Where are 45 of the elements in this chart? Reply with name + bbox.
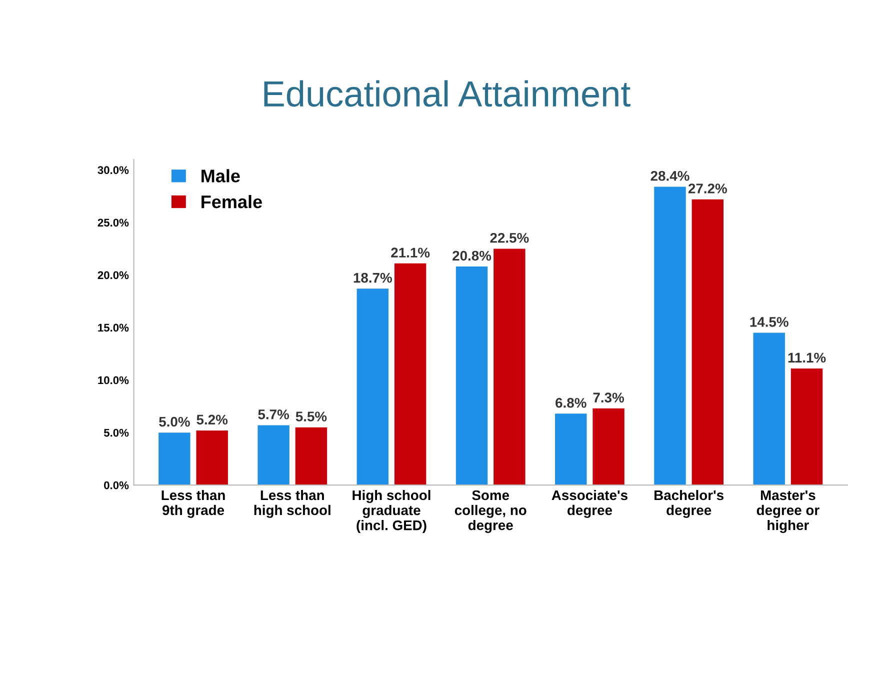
- bar: [555, 414, 587, 486]
- data-label: 21.1%: [391, 248, 430, 258]
- chart-title: Educational Attainment: [264, 80, 630, 107]
- x-tick-label: Associate's degree: [552, 490, 628, 518]
- data-label: 22.5%: [490, 232, 529, 243]
- bar: [356, 288, 389, 486]
- bar: [692, 199, 724, 486]
- y-tick-label: 30.0%: [98, 166, 129, 174]
- bar: [592, 408, 624, 486]
- bar: [258, 425, 290, 486]
- y-tick-label: 5.0%: [104, 428, 129, 437]
- y-tick-label: 25.0%: [98, 218, 129, 227]
- data-label: 6.8%: [556, 398, 586, 408]
- bar: [790, 368, 823, 486]
- data-label: 5.2%: [196, 414, 228, 425]
- legend-label: Male: [202, 169, 240, 182]
- y-tick-label: 0.0%: [104, 481, 129, 490]
- bar: [158, 432, 190, 486]
- data-label: 5.7%: [258, 410, 290, 420]
- bar: [494, 248, 526, 486]
- x-tick-label: High school graduate (incl. GED): [352, 490, 430, 533]
- x-tick-label: Less than high school: [254, 490, 330, 518]
- data-label: 14.5%: [750, 317, 788, 327]
- x-tick-label: Less than 9th grade: [162, 490, 225, 518]
- data-label: 5.0%: [159, 416, 190, 427]
- data-label: 20.8%: [452, 250, 492, 261]
- data-label: 11.1%: [788, 352, 826, 363]
- data-label: 7.3%: [593, 392, 624, 403]
- data-label: 18.7%: [354, 272, 392, 283]
- x-tick-label: Some college, no degree: [454, 490, 526, 533]
- y-tick-label: 20.0%: [98, 271, 129, 280]
- y-tick-label: 10.0%: [98, 376, 129, 384]
- bar: [295, 427, 328, 486]
- data-label: 27.2%: [688, 184, 727, 194]
- y-tick-label: 15.0%: [98, 324, 129, 332]
- data-label: 28.4%: [650, 170, 690, 181]
- data-label: 5.5%: [296, 412, 327, 422]
- bar: [654, 186, 686, 486]
- x-tick-label: Master's degree or higher: [756, 490, 820, 533]
- legend-label: Female: [202, 194, 262, 208]
- bar: [456, 266, 488, 486]
- bar: [753, 332, 785, 486]
- bar: [196, 430, 228, 486]
- bar: [394, 263, 426, 486]
- x-tick-label: Bachelor's degree: [654, 490, 724, 518]
